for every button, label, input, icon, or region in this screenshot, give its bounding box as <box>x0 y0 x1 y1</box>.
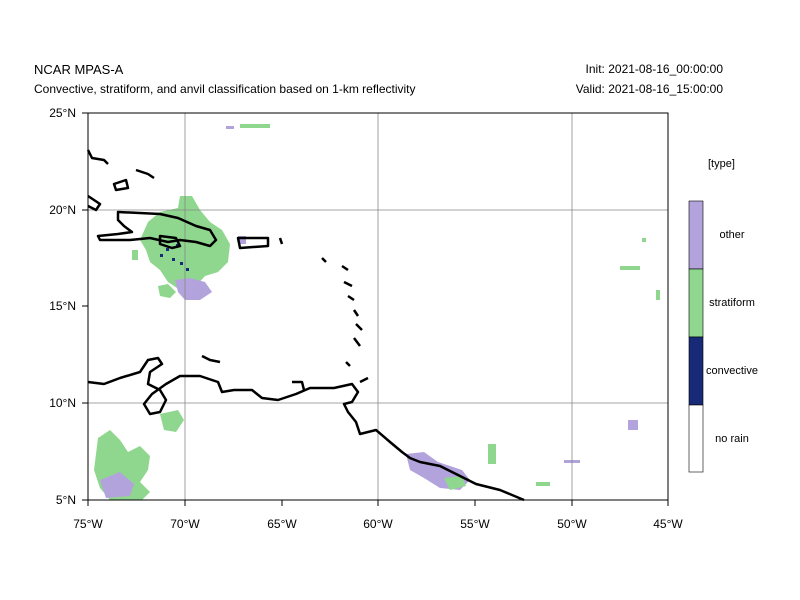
coast-antilles <box>321 257 369 384</box>
lat-tick-label: 25°N <box>49 106 76 120</box>
legend-label-other: other <box>719 229 745 241</box>
coast-hispaniola <box>96 210 218 248</box>
lon-tick-labels: 75°W 70°W 65°W 60°W 55°W 50°W 45°W <box>73 517 683 531</box>
lon-tick-label: 60°W <box>363 517 393 531</box>
other-speck <box>620 266 640 270</box>
other-speck <box>536 482 550 486</box>
coast-trinidad <box>292 380 306 391</box>
stratiform-area-south-haiti <box>158 284 176 298</box>
stratiform-area-guyana <box>444 476 466 490</box>
lat-tick-label: 10°N <box>49 396 76 410</box>
coast-bahamas-2 <box>135 168 155 180</box>
other-speck <box>642 238 646 242</box>
lon-tick-label: 75°W <box>73 517 103 531</box>
lon-tick-label: 70°W <box>170 517 200 531</box>
convective-cell <box>166 248 169 251</box>
coast-puerto-rico <box>236 236 270 250</box>
other-speck <box>226 126 234 129</box>
init-time: Init: 2021-08-16_00:00:00 <box>585 62 723 76</box>
coastlines <box>86 149 525 502</box>
other-speck <box>132 250 138 260</box>
coast-virgin-islands <box>278 237 284 245</box>
valid-time: Valid: 2021-08-16_15:00:00 <box>575 82 723 96</box>
legend-label-no-rain: no rain <box>715 433 749 445</box>
coast-bahamas-3 <box>86 149 109 165</box>
legend-label-stratiform: stratiform <box>709 297 755 309</box>
lat-tick-label: 20°N <box>49 203 76 217</box>
convective-cell <box>172 258 175 261</box>
legend-title: [type] <box>708 158 735 170</box>
convective-cell <box>160 254 163 257</box>
other-area-colombia <box>100 472 134 498</box>
stratiform-area-venezuela <box>160 410 184 432</box>
lat-tick-label: 15°N <box>49 299 76 313</box>
legend-label-convective: convective <box>706 365 758 377</box>
axis-ticks <box>82 112 669 506</box>
lon-tick-label: 45°W <box>653 517 683 531</box>
lat-tick-labels: 25°N 20°N 15°N 10°N 5°N <box>49 106 76 507</box>
lon-tick-label: 65°W <box>267 517 297 531</box>
graticule <box>88 113 668 500</box>
other-speck <box>488 444 496 464</box>
coast-bahamas <box>112 178 130 192</box>
coast-haiti-south <box>158 234 182 250</box>
plot-subtitle: Convective, stratiform, and anvil classi… <box>34 82 416 96</box>
coast-aruba <box>201 354 221 364</box>
legend-swatch-no-rain <box>688 404 704 473</box>
convective-cell <box>180 262 183 265</box>
lon-tick-label: 55°W <box>460 517 490 531</box>
other-area-hispaniola-south <box>175 278 212 300</box>
convective-cell <box>186 268 189 271</box>
other-speck <box>656 290 660 300</box>
plot-title: NCAR MPAS-A <box>34 62 124 77</box>
precip-shading <box>94 124 660 500</box>
coast-south-america <box>87 356 525 502</box>
lon-tick-label: 50°W <box>557 517 587 531</box>
other-speck <box>628 420 638 430</box>
legend-colorbar <box>688 200 704 473</box>
coast-cuba <box>87 194 102 212</box>
other-speck <box>240 124 270 128</box>
lat-tick-label: 5°N <box>56 493 76 507</box>
